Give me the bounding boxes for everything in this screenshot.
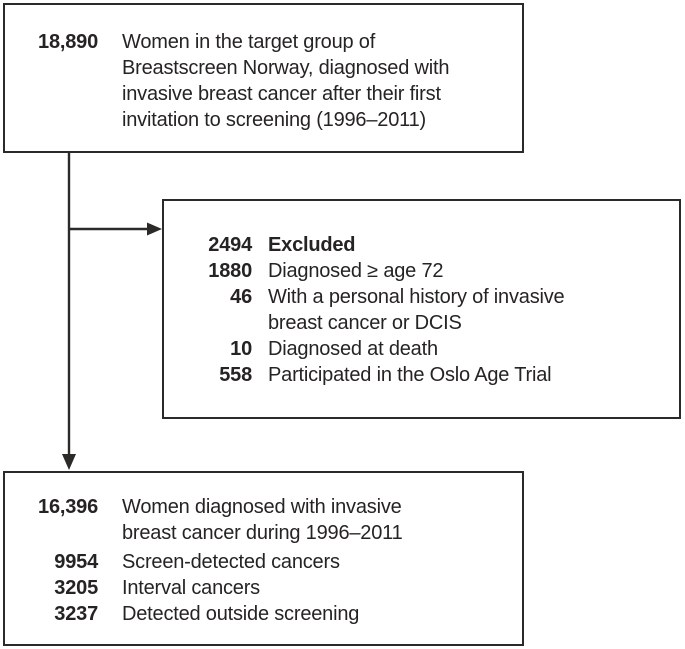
excluded-item-label: Participated in the Oslo Age Trial xyxy=(268,364,552,386)
result-item-label: Screen-detected cancers xyxy=(122,551,340,573)
excluded-item-count: 558 xyxy=(219,364,252,386)
excluded-header-row: 2494 Excluded xyxy=(186,232,671,258)
excluded-item-label: Diagnosed at death xyxy=(268,338,438,360)
excluded-header-label: Excluded xyxy=(268,234,356,256)
excluded-item-label: Diagnosed ≥ age 72 xyxy=(268,260,444,282)
result-items: 9954 Screen-detected cancers 3205 Interv… xyxy=(32,549,510,627)
enrollment-label: Women in the target group of Breastscree… xyxy=(122,31,450,131)
result-header-row: 16,396 Women diagnosed with invasive bre… xyxy=(32,494,510,546)
excluded-item-count: 1880 xyxy=(208,260,252,282)
excluded-item-count: 10 xyxy=(230,338,252,360)
excluded-item-count: 46 xyxy=(230,286,252,308)
result-item-count: 3205 xyxy=(54,577,98,599)
excluded-item-row: 558 Participated in the Oslo Age Trial xyxy=(186,362,671,388)
result-item-label: Detected outside screening xyxy=(122,603,360,625)
right-arrowhead xyxy=(147,222,162,236)
enrollment-box: 18,890 Women in the target group of Brea… xyxy=(3,3,524,153)
result-item-row: 9954 Screen-detected cancers xyxy=(32,549,510,575)
result-item-row: 3205 Interval cancers xyxy=(32,575,510,601)
result-total-count: 16,396 xyxy=(38,496,98,518)
result-item-row: 3237 Detected outside screening xyxy=(32,601,510,627)
result-item-count: 9954 xyxy=(54,551,98,573)
excluded-item-row: 46 With a personal history of invasive b… xyxy=(186,284,671,336)
result-header-label: Women diagnosed with invasive breast can… xyxy=(122,496,403,544)
excluded-total-count: 2494 xyxy=(208,234,252,256)
enrollment-count: 18,890 xyxy=(38,31,98,53)
down-arrowhead xyxy=(62,454,76,470)
result-item-label: Interval cancers xyxy=(122,577,260,599)
excluded-item-row: 1880 Diagnosed ≥ age 72 xyxy=(186,258,671,284)
enrollment-row: 18,890 Women in the target group of Brea… xyxy=(32,29,510,133)
excluded-item-label: With a personal history of invasive brea… xyxy=(268,286,565,334)
excluded-box: 2494 Excluded 1880 Diagnosed ≥ age 72 46… xyxy=(162,199,681,419)
excluded-item-row: 10 Diagnosed at death xyxy=(186,336,671,362)
result-item-count: 3237 xyxy=(54,603,98,625)
result-box: 16,396 Women diagnosed with invasive bre… xyxy=(3,471,524,646)
